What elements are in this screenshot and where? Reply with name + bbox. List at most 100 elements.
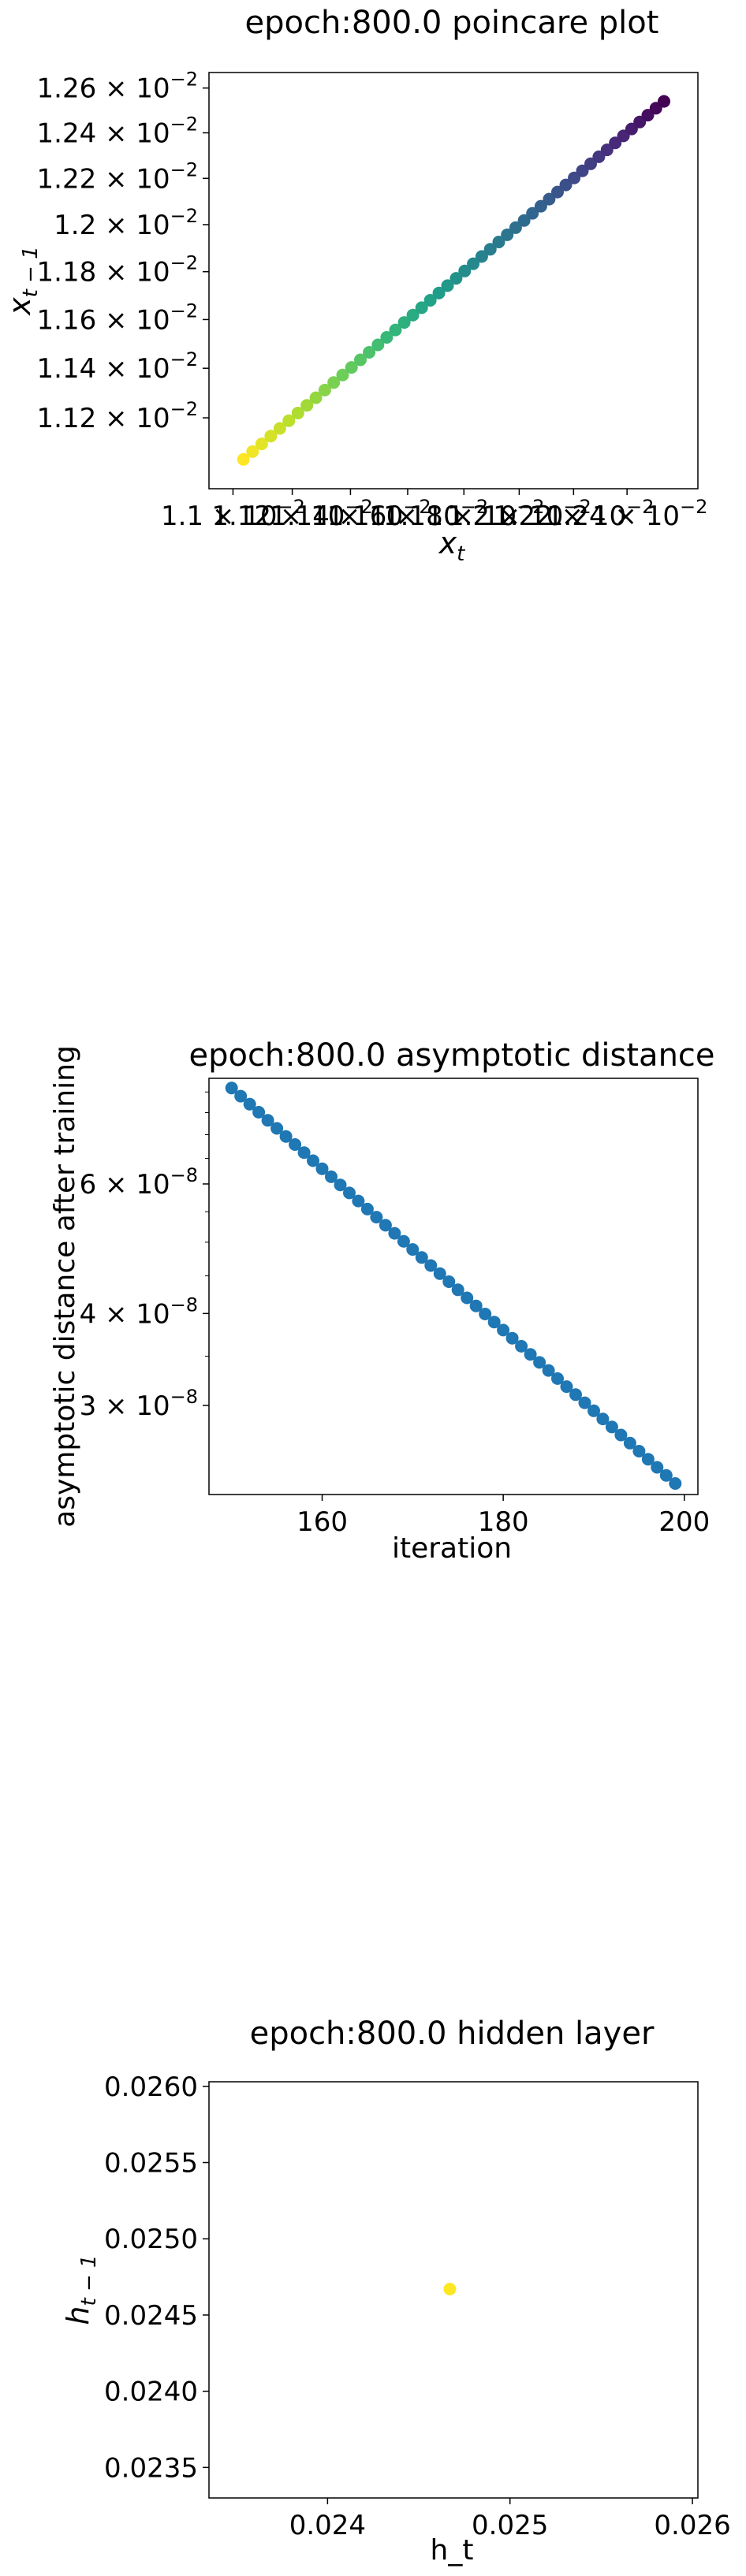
distance-point bbox=[388, 1227, 401, 1240]
distance-point bbox=[343, 1186, 356, 1200]
distance-point bbox=[497, 1323, 510, 1337]
distance-point bbox=[614, 1428, 628, 1442]
poincare-point bbox=[300, 399, 314, 412]
poincare-point bbox=[354, 353, 367, 367]
distance-point bbox=[243, 1097, 256, 1111]
distance-point bbox=[569, 1388, 582, 1402]
poincare-point bbox=[264, 430, 278, 443]
distance-point bbox=[289, 1138, 302, 1151]
x-tick-label: 160 bbox=[297, 1506, 348, 1538]
y-tick-label: 0.0255 bbox=[104, 2148, 198, 2180]
distance-point bbox=[360, 1202, 374, 1215]
distance-point bbox=[325, 1170, 338, 1183]
poincare-plot-panel: epoch:800.0 poincare plot 1.12 × 10−21.1… bbox=[2, 5, 707, 566]
hidden-layer-y-label: ht − 1 bbox=[61, 2254, 101, 2325]
distance-point bbox=[623, 1436, 636, 1450]
poincare-point bbox=[467, 257, 480, 270]
y-tick-label: 6 × 10−8 bbox=[80, 1164, 198, 1201]
poincare-point bbox=[406, 308, 420, 322]
poincare-point bbox=[389, 323, 402, 337]
hidden-y-label-sub: t − 1 bbox=[77, 2254, 101, 2306]
poincare-plot-title: epoch:800.0 poincare plot bbox=[245, 5, 659, 41]
distance-point bbox=[487, 1316, 501, 1329]
hidden-y-label-base: h bbox=[61, 2306, 95, 2325]
asymptotic-distance-y-ticks: 3 × 10−8 4 × 10−8 6 × 10−8 bbox=[80, 1091, 209, 1422]
x-tick-label: 0.026 bbox=[654, 2510, 730, 2541]
poincare-point bbox=[415, 301, 428, 315]
y-tick-label: 1.18 × 10−2 bbox=[37, 252, 198, 288]
poincare-point bbox=[658, 95, 670, 108]
x-label-sub: t bbox=[457, 542, 465, 566]
distance-point bbox=[370, 1211, 383, 1224]
distance-point bbox=[587, 1404, 600, 1417]
distance-point bbox=[279, 1130, 293, 1143]
distance-point bbox=[641, 1453, 655, 1466]
distance-point bbox=[334, 1178, 347, 1192]
poincare-point bbox=[526, 207, 539, 220]
distance-point bbox=[542, 1364, 555, 1377]
distance-point bbox=[605, 1420, 618, 1434]
poincare-point bbox=[432, 286, 446, 300]
poincare-point bbox=[517, 214, 531, 227]
poincare-point bbox=[559, 178, 573, 192]
distance-point bbox=[307, 1154, 319, 1167]
poincare-plot-x-label: xt bbox=[438, 526, 466, 566]
distance-point bbox=[379, 1219, 392, 1232]
poincare-plot-x-ticks: 1.1 × 10−21.12 × 10−21.14 × 10−21.16 × 1… bbox=[161, 489, 707, 532]
distance-point bbox=[632, 1445, 646, 1457]
y-tick-label: 1.16 × 10−2 bbox=[37, 300, 198, 336]
distance-point bbox=[596, 1413, 610, 1426]
poincare-point bbox=[568, 171, 581, 184]
hidden-layer-frame bbox=[208, 2081, 699, 2499]
poincare-point bbox=[551, 185, 564, 199]
asymptotic-distance-y-label: asymptotic distance after training bbox=[49, 1045, 81, 1528]
hidden-layer-panel: epoch:800.0 hidden layer 0.02350.02400.0… bbox=[61, 2016, 731, 2567]
distance-point bbox=[234, 1089, 248, 1103]
distance-point bbox=[225, 1081, 238, 1095]
poincare-point bbox=[600, 143, 614, 157]
poincare-point bbox=[576, 164, 589, 177]
poincare-point bbox=[282, 414, 296, 427]
poincare-plot-points bbox=[237, 95, 670, 466]
distance-point bbox=[533, 1356, 546, 1369]
poincare-point bbox=[534, 199, 547, 213]
poincare-point bbox=[345, 361, 358, 374]
y-tick-label: 0.0250 bbox=[104, 2224, 198, 2255]
y-label-base: x bbox=[2, 297, 37, 316]
distance-point bbox=[433, 1267, 446, 1280]
poincare-point bbox=[492, 236, 505, 248]
distance-point bbox=[451, 1283, 464, 1297]
poincare-point bbox=[291, 407, 304, 419]
hidden-layer-point bbox=[443, 2283, 457, 2295]
poincare-point bbox=[255, 437, 268, 451]
distance-point bbox=[469, 1299, 483, 1312]
hidden-layer-points bbox=[443, 2283, 457, 2295]
poincare-plot-y-label: xt − 1 bbox=[2, 246, 43, 316]
distance-point bbox=[352, 1194, 365, 1208]
y-tick-label: 1.26 × 10−2 bbox=[37, 69, 198, 105]
poincare-point bbox=[543, 192, 556, 206]
y-tick-label: 0.0235 bbox=[104, 2452, 198, 2484]
poincare-point bbox=[584, 157, 597, 170]
poincare-point bbox=[318, 383, 331, 396]
x-label-base: x bbox=[438, 526, 457, 560]
distance-point bbox=[669, 1477, 682, 1490]
poincare-point bbox=[237, 452, 250, 466]
poincare-point bbox=[475, 250, 488, 263]
y-tick-label: 1.14 × 10−2 bbox=[37, 348, 198, 385]
poincare-point bbox=[273, 422, 286, 435]
y-tick-label: 4 × 10−8 bbox=[80, 1294, 198, 1330]
distance-point bbox=[578, 1396, 591, 1409]
distance-point bbox=[515, 1339, 528, 1353]
poincare-point bbox=[363, 346, 376, 359]
x-tick-label: 0.025 bbox=[472, 2510, 548, 2541]
hidden-layer-y-ticks: 0.0235 0.0240 0.0245 0.0250 0.0255 0.0260 bbox=[104, 2072, 209, 2484]
distance-point bbox=[415, 1251, 428, 1264]
poincare-point bbox=[327, 376, 341, 389]
distance-point bbox=[560, 1380, 573, 1394]
y-label-sub: t − 1 bbox=[19, 246, 43, 297]
y-tick-label: 1.24 × 10−2 bbox=[37, 114, 198, 150]
poincare-point bbox=[423, 294, 437, 307]
asymptotic-distance-frame bbox=[208, 1078, 699, 1495]
distance-point bbox=[461, 1291, 474, 1305]
